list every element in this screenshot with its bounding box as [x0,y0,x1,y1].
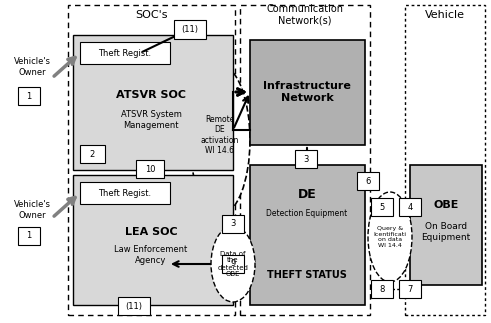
Bar [68,5,235,315]
Text: 3: 3 [303,154,309,163]
Text: 8: 8 [380,285,384,294]
Text: Communication
Network(s): Communication Network(s) [267,4,344,26]
Text: (11): (11) [126,301,142,310]
Text: Vehicle: Vehicle [425,10,465,20]
Text: On Board
Equipment: On Board Equipment [421,222,471,242]
Bar [80,42,170,64]
Text: Infrastructure
Network: Infrastructure Network [263,81,351,103]
Bar [118,297,150,315]
Text: Data of
the
detected
OBE: Data of the detected OBE [218,251,248,277]
Text: 1: 1 [27,91,31,100]
Text: Law Enforcement
Agency: Law Enforcement Agency [114,245,188,265]
Bar [405,5,485,315]
Text: 1: 1 [27,232,31,241]
Bar [136,160,164,178]
Bar [174,20,206,39]
Bar [73,35,233,170]
Text: ATSVR System
Management: ATSVR System Management [121,110,182,130]
Bar [250,40,365,145]
Text: OBE: OBE [434,200,459,210]
Text: 2: 2 [90,150,95,159]
Bar [73,175,233,305]
Bar [410,165,482,285]
Ellipse shape [211,226,255,302]
Text: ATSVR SOC: ATSVR SOC [116,90,186,100]
Text: Theft Regist.: Theft Regist. [98,48,152,57]
Ellipse shape [368,192,412,282]
Bar [80,145,105,163]
Text: Detection Equipment: Detection Equipment [267,209,348,217]
Text: 3: 3 [230,220,236,228]
Text: 6: 6 [365,176,371,185]
Text: THEFT STATUS: THEFT STATUS [267,270,347,280]
Bar [371,198,393,216]
Bar [18,227,40,245]
Text: SOC's: SOC's [135,10,167,20]
Text: Theft Regist.: Theft Regist. [98,189,152,197]
Bar [295,150,317,168]
Bar [399,198,421,216]
Text: Vehicle's
Owner: Vehicle's Owner [13,200,51,220]
Bar [18,87,40,105]
Bar [240,5,370,315]
Text: 9: 9 [230,259,236,268]
Bar [399,280,421,298]
Bar [371,280,393,298]
Text: 5: 5 [380,203,384,212]
Text: 10: 10 [145,164,155,173]
Text: Query &
Icentificati
on data
WI 14.4: Query & Icentificati on data WI 14.4 [374,226,407,248]
Text: 7: 7 [408,285,413,294]
Bar [80,182,170,204]
Bar [222,215,244,233]
Text: DE: DE [298,189,316,202]
Bar [357,172,379,190]
Text: LEA SOC: LEA SOC [125,227,177,237]
Text: 4: 4 [408,203,412,212]
Text: Vehicle's
Owner: Vehicle's Owner [13,57,51,77]
Text: (11): (11) [182,25,198,34]
Bar [250,165,365,305]
Text: Remote
DE
activation
WI 14.6: Remote DE activation WI 14.6 [201,115,239,155]
Bar [222,255,244,273]
Ellipse shape [190,65,250,215]
